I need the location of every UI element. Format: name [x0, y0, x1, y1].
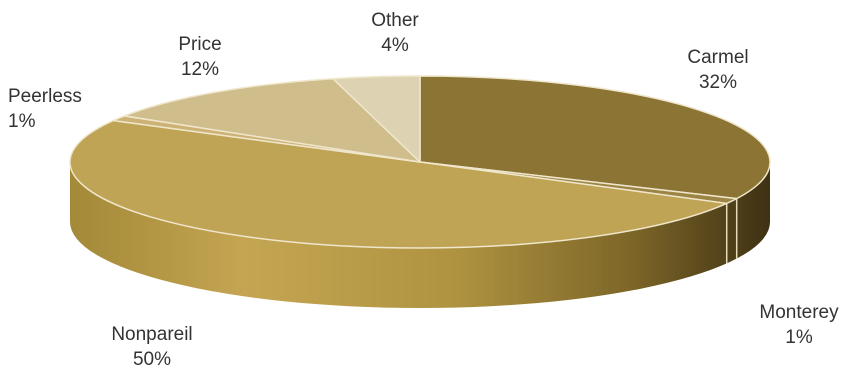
slice-label-monterey-name: Monterey	[759, 302, 839, 323]
pie-slice-price	[123, 77, 421, 163]
slice-label-carmel-percent: 32%	[698, 72, 738, 93]
slice-label-peerless: Peerless 1%	[8, 84, 118, 134]
slice-label-nonpareil-name: Nonpareil	[111, 324, 193, 345]
slice-label-other-name: Other	[371, 10, 419, 31]
slice-label-nonpareil-percent: 50%	[132, 349, 172, 370]
slice-label-price: Price 12%	[150, 32, 250, 82]
slice-label-price-percent: 12%	[180, 59, 220, 80]
slice-label-monterey: Monterey 1%	[738, 300, 860, 350]
slice-label-price-name: Price	[178, 34, 222, 55]
slice-label-peerless-percent: 1%	[8, 111, 36, 132]
pie-side-wall	[70, 162, 770, 308]
slice-label-carmel-name: Carmel	[687, 47, 749, 68]
slice-label-carmel: Carmel 32%	[662, 45, 774, 95]
pie-slice-nonpareil	[69, 119, 728, 249]
slice-label-peerless-name: Peerless	[8, 86, 82, 107]
pie-slice-carmel	[419, 75, 771, 200]
slice-label-monterey-percent: 1%	[785, 327, 813, 348]
pie-slice-other	[332, 75, 421, 163]
slice-label-nonpareil: Nonpareil 50%	[92, 322, 212, 372]
slice-label-other: Other 4%	[345, 8, 445, 58]
pie-side-surface	[70, 162, 770, 308]
slice-label-other-percent: 4%	[381, 35, 409, 56]
